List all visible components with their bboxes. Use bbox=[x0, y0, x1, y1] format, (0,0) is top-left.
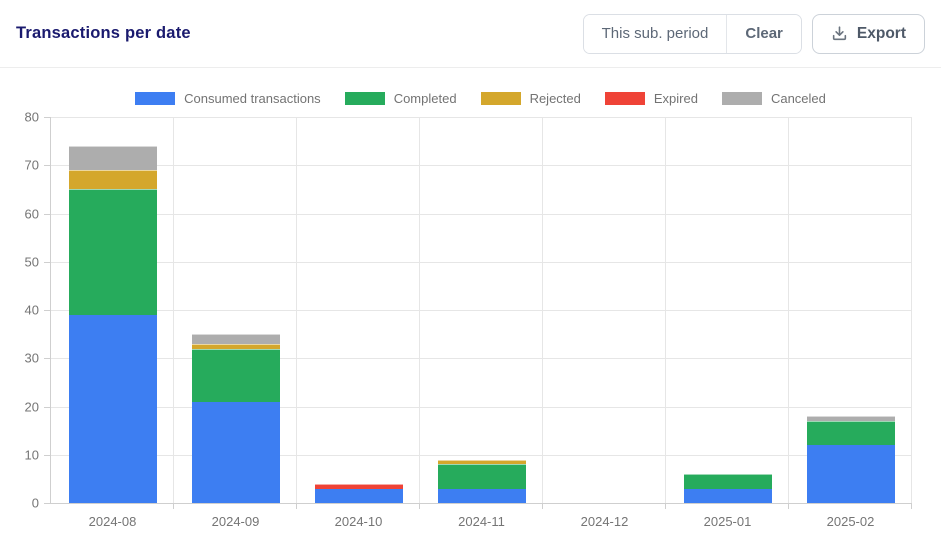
bar-2024-08 bbox=[68, 145, 157, 503]
legend-swatch bbox=[721, 92, 762, 105]
legend-item-expired[interactable]: Expired bbox=[604, 91, 698, 106]
x-gridline bbox=[788, 117, 789, 503]
y-axis-label: 0 bbox=[31, 495, 39, 511]
legend-item-rejected[interactable]: Rejected bbox=[480, 91, 581, 106]
bar-segment-expired bbox=[314, 483, 403, 489]
legend-item-consumed-transactions[interactable]: Consumed transactions bbox=[135, 91, 321, 106]
x-gridline bbox=[419, 117, 420, 503]
legend-label: Rejected bbox=[529, 91, 581, 106]
y-axis-tick bbox=[44, 165, 50, 167]
y-axis-tick bbox=[44, 406, 50, 408]
y-axis-label: 70 bbox=[24, 157, 39, 173]
bar-2024-09 bbox=[191, 334, 280, 503]
bar-segment-completed bbox=[68, 189, 157, 315]
x-axis-tick bbox=[296, 503, 297, 509]
y-gridline bbox=[51, 310, 912, 311]
y-axis-tick bbox=[44, 454, 50, 456]
legend-label: Consumed transactions bbox=[184, 91, 321, 106]
clear-filter-button[interactable]: Clear bbox=[727, 14, 801, 53]
y-gridline bbox=[51, 117, 912, 118]
x-gridline bbox=[542, 117, 543, 503]
export-button[interactable]: Export bbox=[811, 13, 925, 54]
download-icon bbox=[831, 25, 848, 42]
y-axis-tick bbox=[44, 310, 50, 311]
export-button-label: Export bbox=[856, 24, 906, 42]
y-axis-tick bbox=[44, 213, 50, 215]
bar-segment-completed bbox=[683, 474, 772, 489]
page-title: Transactions per date bbox=[16, 24, 191, 42]
legend-swatch bbox=[344, 92, 385, 105]
y-axis-label: 40 bbox=[24, 302, 39, 318]
bar-segment-canceled bbox=[806, 416, 895, 421]
x-axis-label: 2024-11 bbox=[458, 514, 505, 529]
y-axis-label: 80 bbox=[24, 109, 39, 125]
x-axis-tick bbox=[419, 503, 420, 509]
y-gridline bbox=[51, 213, 912, 215]
x-axis-label: 2024-09 bbox=[211, 514, 260, 529]
x-gridline bbox=[173, 117, 174, 503]
x-axis-label: 2025-01 bbox=[703, 514, 752, 529]
bar-segment-consumed-transactions bbox=[314, 488, 403, 503]
y-axis-tick bbox=[44, 358, 50, 360]
period-selector-button[interactable]: This sub. period bbox=[583, 14, 727, 53]
y-gridline bbox=[51, 261, 912, 263]
legend-label: Canceled bbox=[770, 91, 826, 106]
y-axis-label: 20 bbox=[24, 399, 39, 414]
legend-item-canceled[interactable]: Canceled bbox=[721, 91, 826, 106]
x-axis-label: 2024-12 bbox=[580, 514, 629, 529]
bar-segment-consumed-transactions bbox=[806, 445, 895, 503]
legend-label: Expired bbox=[653, 91, 698, 106]
y-gridline bbox=[51, 406, 912, 408]
bar-segment-canceled bbox=[68, 145, 157, 171]
x-axis-tick bbox=[173, 503, 174, 509]
x-gridline bbox=[911, 117, 912, 503]
y-gridline bbox=[51, 454, 912, 456]
y-axis-label: 50 bbox=[24, 254, 39, 270]
bar-segment-rejected bbox=[437, 459, 526, 465]
legend-swatch bbox=[135, 92, 176, 105]
y-axis-label: 10 bbox=[24, 447, 39, 463]
bar-segment-rejected bbox=[191, 343, 280, 349]
card-header: Transactions per date This sub. period C… bbox=[0, 0, 941, 68]
y-gridline bbox=[51, 165, 912, 167]
bar-segment-completed bbox=[806, 420, 895, 446]
y-gridline bbox=[51, 358, 912, 360]
bar-segment-consumed-transactions bbox=[437, 488, 526, 503]
x-axis-label: 2025-02 bbox=[826, 514, 875, 529]
x-axis-label: 2024-10 bbox=[334, 514, 383, 529]
bar-segment-consumed-transactions bbox=[683, 488, 772, 503]
bar-2025-01 bbox=[683, 474, 772, 503]
button-group-divider bbox=[726, 14, 728, 53]
bar-2024-10 bbox=[314, 483, 403, 503]
x-axis-tick bbox=[911, 503, 912, 509]
bar-segment-consumed-transactions bbox=[68, 314, 157, 503]
bar-segment-completed bbox=[437, 464, 526, 489]
bar-segment-canceled bbox=[191, 334, 280, 344]
x-gridline bbox=[296, 117, 297, 503]
bar-segment-completed bbox=[191, 348, 280, 402]
x-axis-tick bbox=[542, 503, 543, 509]
x-axis-tick bbox=[665, 503, 666, 509]
bar-2024-11 bbox=[437, 459, 526, 503]
chart-plot-area: 0 10 20 30 40 50 60 70 80 2024-08 2024-09 2024-10 20… bbox=[25, 110, 912, 529]
x-axis-label: 2024-08 bbox=[88, 514, 137, 529]
legend-swatch bbox=[480, 92, 521, 105]
y-axis-label: 60 bbox=[24, 206, 39, 221]
legend-swatch bbox=[604, 92, 645, 105]
legend-item-completed[interactable]: Completed bbox=[344, 91, 457, 106]
period-filter-group: This sub. period Clear bbox=[582, 13, 802, 54]
y-axis-label: 30 bbox=[24, 350, 39, 366]
bar-segment-consumed-transactions bbox=[191, 401, 280, 503]
y-axis-tick bbox=[44, 117, 50, 118]
y-axis-tick bbox=[44, 261, 50, 263]
bar-2025-02 bbox=[806, 416, 895, 503]
bar-segment-rejected bbox=[68, 170, 157, 190]
legend-label: Completed bbox=[393, 91, 457, 106]
chart-legend: Consumed transactions Completed Rejected Ex… bbox=[50, 91, 911, 106]
x-gridline bbox=[665, 117, 666, 503]
header-controls: This sub. period Clear Export bbox=[582, 13, 925, 54]
x-axis-tick bbox=[788, 503, 789, 509]
y-axis-tick bbox=[44, 503, 50, 504]
